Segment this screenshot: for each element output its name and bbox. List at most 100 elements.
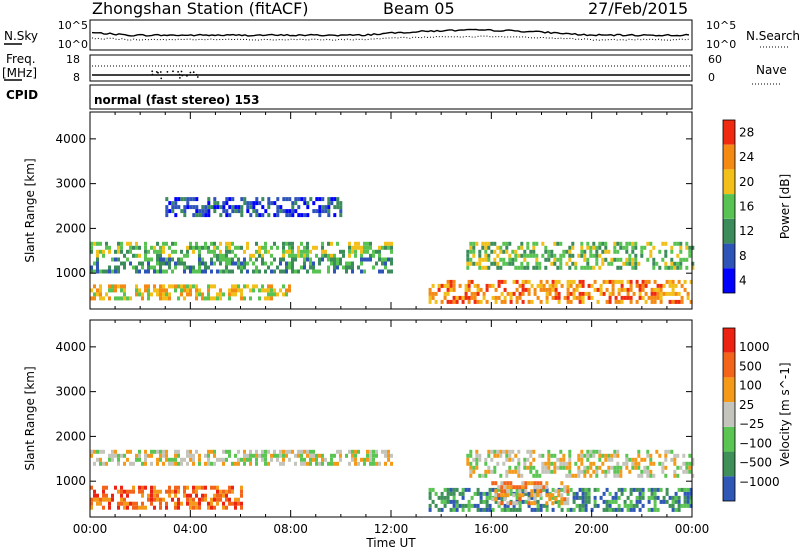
echo-cell <box>487 241 491 246</box>
echo-cell <box>186 461 189 466</box>
echo-cell <box>629 491 633 496</box>
echo-cell <box>354 461 357 466</box>
echo-cell <box>258 213 262 218</box>
echo-cell <box>261 457 264 462</box>
echo-cell <box>520 265 524 270</box>
echo-cell <box>180 257 183 262</box>
echo-cell <box>180 288 183 293</box>
echo-cell <box>613 473 617 478</box>
echo-cell <box>641 487 645 492</box>
freq-label: Freq. <box>6 52 36 66</box>
echo-cell <box>159 489 162 494</box>
echo-cell <box>189 197 193 202</box>
echo-cell <box>240 296 243 301</box>
echo-cell <box>557 291 561 296</box>
echo-cell <box>530 501 534 506</box>
echo-cell <box>526 265 530 270</box>
echo-cell <box>222 269 225 274</box>
echo-cell <box>336 201 340 206</box>
echo-cell <box>601 257 605 262</box>
echo-cell <box>467 507 471 512</box>
echo-cell <box>469 257 473 262</box>
echo-cell <box>282 257 285 262</box>
colorbar-segment <box>723 402 735 427</box>
echo-cell <box>584 291 588 296</box>
nave-dip-dot <box>159 71 162 73</box>
echo-cell <box>252 253 255 258</box>
echo-cell <box>533 507 537 512</box>
echo-cell <box>336 241 339 246</box>
echo-cell <box>584 495 588 500</box>
echo-cell <box>496 265 500 270</box>
echo-cell <box>276 457 279 462</box>
echo-cell <box>511 469 515 474</box>
echo-cell <box>189 241 192 246</box>
echo-cell <box>294 201 298 206</box>
echo-cell <box>530 495 534 500</box>
echo-cell <box>228 241 231 246</box>
echo-cell <box>484 461 488 466</box>
echo-cell <box>680 503 684 508</box>
echo-cell <box>659 283 663 288</box>
echo-cell <box>183 284 186 289</box>
echo-cell <box>461 503 465 508</box>
echo-cell <box>165 288 168 293</box>
echo-cell <box>616 449 620 454</box>
echo-cell <box>111 449 114 454</box>
echo-cell <box>264 241 267 246</box>
echo-cell <box>452 491 456 496</box>
echo-cell <box>532 265 536 270</box>
echo-cell <box>219 457 222 462</box>
echo-cell <box>518 291 522 296</box>
echo-cell <box>488 491 492 496</box>
echo-cell <box>204 261 207 266</box>
echo-cell <box>111 269 114 274</box>
echo-cell <box>363 457 366 462</box>
echo-cell <box>688 465 692 470</box>
echo-cell <box>605 487 609 492</box>
echo-cell <box>580 457 584 462</box>
echo-cell <box>586 261 590 266</box>
echo-cell <box>231 292 234 297</box>
echo-cell <box>159 253 162 258</box>
echo-cell <box>533 485 537 490</box>
echo-cell <box>443 487 447 492</box>
echo-cell <box>183 197 187 202</box>
echo-cell <box>605 499 609 504</box>
echo-cell <box>381 257 384 262</box>
echo-cell <box>135 284 138 289</box>
echo-cell <box>551 279 555 284</box>
echo-cell <box>156 288 159 293</box>
echo-cell <box>387 453 390 458</box>
colorbar-segment <box>723 218 735 244</box>
echo-cell <box>390 257 393 262</box>
echo-cell <box>228 453 231 458</box>
echo-cell <box>664 449 668 454</box>
echo-cell <box>656 495 660 500</box>
echo-cell <box>478 261 482 266</box>
echo-cell <box>487 453 491 458</box>
echo-cell <box>219 253 222 258</box>
echo-cell <box>542 503 546 508</box>
echo-cell <box>165 453 168 458</box>
echo-cell <box>556 265 560 270</box>
echo-cell <box>186 493 189 498</box>
echo-cell <box>234 245 237 250</box>
echo-cell <box>258 288 261 293</box>
nave-dip-dot <box>189 71 192 74</box>
echo-cell <box>559 241 563 246</box>
echo-cell <box>671 503 675 508</box>
echo-cell <box>159 453 162 458</box>
echo-cell <box>544 465 548 470</box>
echo-cell <box>515 491 519 496</box>
echo-cell <box>180 292 183 297</box>
echo-cell <box>568 449 572 454</box>
echo-cell <box>685 257 689 262</box>
echo-cell <box>195 213 199 218</box>
echo-cell <box>183 209 187 214</box>
echo-cell <box>547 453 551 458</box>
x-tick-label: 16:00 <box>474 522 509 536</box>
echo-cell <box>512 279 516 284</box>
echo-cell <box>261 449 264 454</box>
echo-cell <box>246 261 249 266</box>
